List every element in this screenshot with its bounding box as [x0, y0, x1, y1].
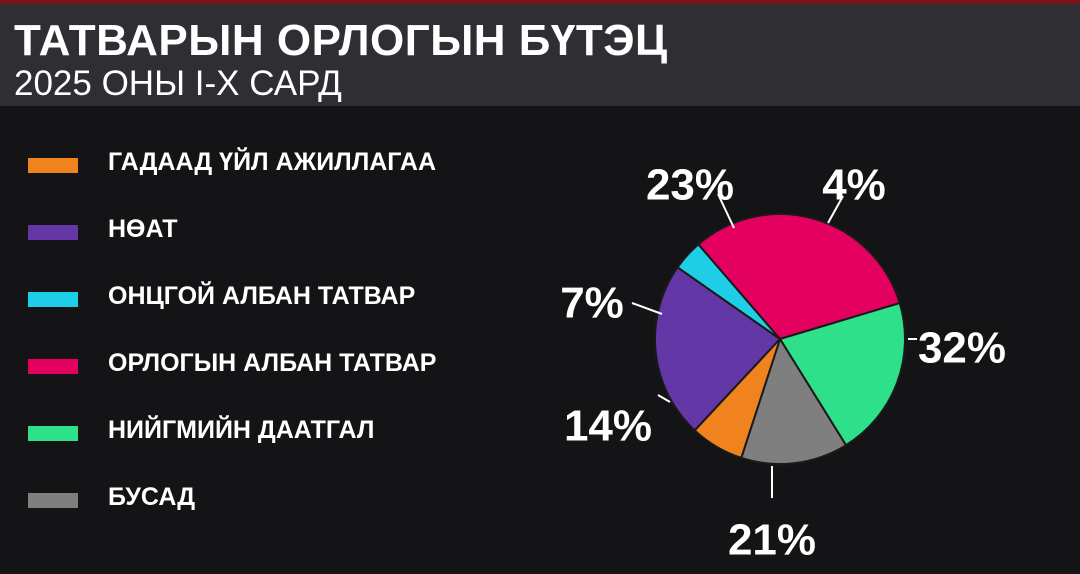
- leader-line: [657, 394, 671, 403]
- pie-slice: [654, 265, 782, 432]
- legend-item-busad: БУСАД: [28, 483, 498, 513]
- data-label: 14%: [564, 402, 652, 451]
- legend-swatch: [28, 158, 78, 173]
- legend-label: БУСАД: [108, 483, 196, 511]
- legend-swatch: [28, 292, 78, 307]
- legend-label: ГАДААД ҮЙЛ АЖИЛЛАГАА: [108, 148, 437, 176]
- top-accent-line: [0, 0, 1080, 4]
- chart-area: ГАДААД ҮЙЛ АЖИЛЛАГАА НӨАТ ОНЦГОЙ АЛБАН Т…: [0, 106, 1080, 574]
- legend-item-ontsgoi: ОНЦГОЙ АЛБАН ТАТВАР: [28, 282, 498, 312]
- legend-swatch: [28, 359, 78, 374]
- leader-line: [827, 195, 844, 224]
- header-bar: ТАТВАРЫН ОРЛОГЫН БҮТЭЦ 2025 ОНЫ I-X САРД: [0, 4, 1080, 106]
- legend-item-orlogyn: ОРЛОГЫН АЛБАН ТАТВАР: [28, 349, 498, 379]
- legend: ГАДААД ҮЙЛ АЖИЛЛАГАА НӨАТ ОНЦГОЙ АЛБАН Т…: [0, 106, 500, 574]
- data-label: 21%: [728, 516, 816, 565]
- legend-swatch: [28, 493, 78, 508]
- legend-item-noat: НӨАТ: [28, 215, 498, 245]
- legend-label: ОРЛОГЫН АЛБАН ТАТВАР: [108, 349, 437, 377]
- legend-label: ОНЦГОЙ АЛБАН ТАТВАР: [108, 282, 416, 310]
- chart-title: ТАТВАРЫН ОРЛОГЫН БҮТЭЦ: [14, 16, 668, 65]
- pie-chart: 7% 23% 4% 32% 21% 14%: [560, 161, 1006, 565]
- data-label: 4%: [822, 161, 886, 210]
- legend-label: НӨАТ: [108, 215, 178, 243]
- legend-item-niigmiin: НИЙГМИЙН ДААТГАЛ: [28, 416, 498, 446]
- pie-slice: [740, 336, 848, 465]
- pie-slice: [778, 301, 906, 447]
- leader-line: [717, 193, 735, 229]
- legend-item-gadaad: ГАДААД ҮЙЛ АЖИЛЛАГАА: [28, 148, 498, 178]
- data-label: 7%: [560, 279, 624, 328]
- legend-swatch: [28, 426, 78, 441]
- pie-slice: [693, 338, 781, 460]
- leader-line: [631, 302, 663, 315]
- data-label: 23%: [646, 161, 734, 210]
- data-label: 32%: [918, 324, 1006, 373]
- legend-swatch: [28, 225, 78, 240]
- legend-label: НИЙГМИЙН ДААТГАЛ: [108, 416, 375, 444]
- pie-slice: [696, 213, 901, 341]
- chart-subtitle: 2025 ОНЫ I-X САРД: [14, 64, 342, 103]
